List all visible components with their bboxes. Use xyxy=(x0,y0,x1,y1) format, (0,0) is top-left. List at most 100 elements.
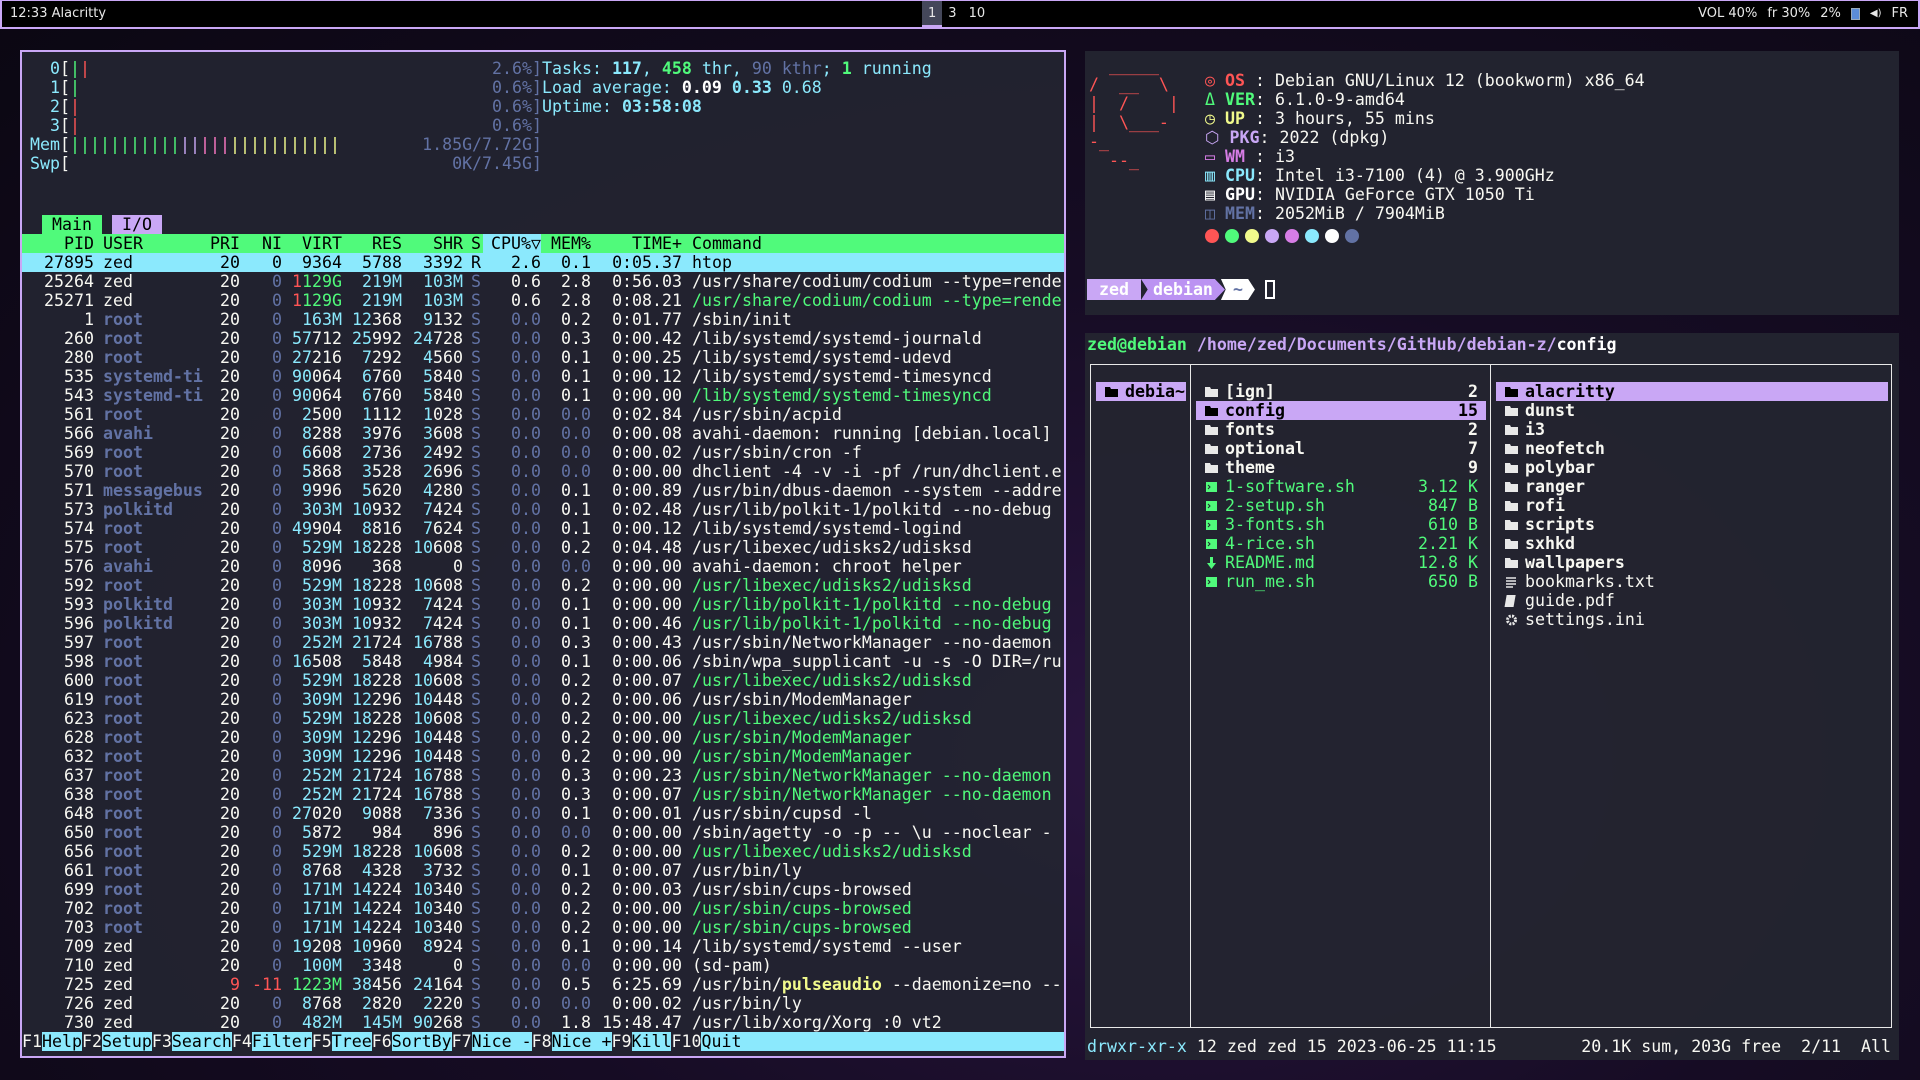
process-row[interactable]: 260 root 20 0 57712 25992 24728 S 0.0 0.3 0:00.42 /… xyxy=(22,329,1064,348)
file-item[interactable]: dunst xyxy=(1496,401,1888,420)
fkey-label-nice[interactable]: Nice + xyxy=(551,1032,612,1051)
process-row[interactable]: 571 messagebus 20 0 9996 5620 4280 S 0.0 0.1 0:00.… xyxy=(22,481,1064,500)
process-row[interactable]: 710 zed 20 0 100M 3348 0 S 0.0 0.0 0:00.00 (sd-pam) xyxy=(22,956,1064,975)
process-row[interactable]: 25264 zed 20 0 1129G 219M 103M S 0.6 2.8 0:56.03/u… xyxy=(22,272,1064,291)
process-row[interactable]: 597 root 20 0 252M 21724 16788 S 0.0 0.3 0:00.43/u… xyxy=(22,633,1064,652)
process-row[interactable]: 575 root 20 0 529M 18228 10608 S 0.0 0.2 0:04.48/u… xyxy=(22,538,1064,557)
fkey-label-kill[interactable]: Kill xyxy=(631,1032,672,1051)
neofetch-terminal[interactable]: _____ / __ \ | / | | \___- -_ --_ ◎ OS : Deb… xyxy=(1085,51,1899,315)
process-row[interactable]: 592 root 20 0 529M 18228 10608 S 0.0 0.2 0:00.00/u… xyxy=(22,576,1064,595)
fkey-label-search[interactable]: Search xyxy=(171,1032,232,1051)
process-row[interactable]: 561 root 20 0 2500 1112 1028 S 0.0 0.0 0:02.84/usr… xyxy=(22,405,1064,424)
file-item[interactable]: scripts xyxy=(1496,515,1888,534)
fkey-label-tree[interactable]: Tree xyxy=(331,1032,372,1051)
process-row[interactable]: 598 root 20 0 16508 5848 4984 S 0.0 0.1 0:00.06/sb… xyxy=(22,652,1064,671)
tab-main[interactable]: Main xyxy=(42,215,102,234)
file-item[interactable]: run_me.sh 650 B xyxy=(1196,572,1486,591)
fkey-f8[interactable]: F8 xyxy=(531,1032,552,1051)
process-row[interactable]: 656 root 20 0 529M 18228 10608 S 0.0 0.2 0:00.00/u… xyxy=(22,842,1064,861)
process-row[interactable]: 596 polkitd 20 0 303M 10932 7424 S 0.0 0.1 0:00.46… xyxy=(22,614,1064,633)
shell-prompt[interactable]: zed debian ~ xyxy=(1087,279,1275,300)
fkey-label-sortby[interactable]: SortBy xyxy=(391,1032,452,1051)
process-row[interactable]: 576 avahi 20 0 8096 368 0 S 0.0 0.0 0:00.00 avahi-d… xyxy=(22,557,1064,576)
fkey-f3[interactable]: F3 xyxy=(151,1032,172,1051)
file-item[interactable]: optional 7 xyxy=(1196,439,1486,458)
file-item[interactable]: polybar xyxy=(1496,458,1888,477)
file-item[interactable]: i3 xyxy=(1496,420,1888,439)
column-header-pid[interactable]: PID xyxy=(64,234,94,253)
column-header-shr[interactable]: SHR xyxy=(433,234,463,253)
file-item[interactable]: [ign] 2 xyxy=(1196,382,1486,401)
process-row[interactable]: 25271 zed 20 0 1129G 219M 103M S 0.6 2.8 0:08.21/u… xyxy=(22,291,1064,310)
ranger-file-manager[interactable]: zed@debian /home/zed/Documents/GitHub/de… xyxy=(1085,333,1899,1060)
file-item[interactable]: 1-software.sh 3.12 K xyxy=(1196,477,1486,496)
process-row[interactable]: 570 root 20 0 5868 3528 2696 S 0.0 0.0 0:00.00 dhcl… xyxy=(22,462,1064,481)
process-table-header[interactable]: PID USER PRI NI VIRT RES SHR S CPU%▽ MEM% TIME+ Com… xyxy=(22,234,1064,253)
process-row[interactable]: 27895 zed 20 0 9364 5788 3392 R 2.6 0.1 0:05.37 hto… xyxy=(22,253,1064,272)
process-row[interactable]: 703 root 20 0 171M 14224 10340 S 0.0 0.2 0:00.00/u… xyxy=(22,918,1064,937)
process-row[interactable]: 730 zed 20 0 482M 145M 90268 S 0.0 1.8 15:48.47/us… xyxy=(22,1013,1064,1032)
workspace-3[interactable]: 3 xyxy=(948,6,957,21)
file-item[interactable]: debia~ xyxy=(1096,382,1186,401)
file-item[interactable]: fonts 2 xyxy=(1196,420,1486,439)
column-header-user[interactable]: USER xyxy=(103,234,143,253)
file-item[interactable]: guide.pdf xyxy=(1496,591,1888,610)
fkey-f4[interactable]: F4 xyxy=(231,1032,252,1051)
file-item[interactable]: 2-setup.sh 847 B xyxy=(1196,496,1486,515)
file-item[interactable]: rofi xyxy=(1496,496,1888,515)
process-row[interactable]: 725 zed 9 -11 1223M 38456 24164 S 0.0 0.5 6:25.69 /… xyxy=(22,975,1064,994)
column-header-res[interactable]: RES xyxy=(372,234,402,253)
process-row[interactable]: 1 root 20 0 163M 12368 9132 S 0.0 0.2 0:01.77/sbin… xyxy=(22,310,1064,329)
process-row[interactable]: 569 root 20 0 6608 2736 2492 S 0.0 0.0 0:00.02/usr… xyxy=(22,443,1064,462)
column-header-virt[interactable]: VIRT xyxy=(302,234,342,253)
fkey-f6[interactable]: F6 xyxy=(371,1032,392,1051)
fkey-label-filter[interactable]: Filter xyxy=(251,1032,312,1051)
workspace-1[interactable]: 1 xyxy=(922,1,943,28)
process-row[interactable]: 280 root 20 0 27216 7292 4560 S 0.0 0.1 0:00.25/li… xyxy=(22,348,1064,367)
column-header-command[interactable]: Command xyxy=(692,234,762,253)
file-item[interactable]: theme 9 xyxy=(1196,458,1486,477)
file-item[interactable]: 3-fonts.sh 610 B xyxy=(1196,515,1486,534)
column-header-time[interactable]: TIME+ xyxy=(632,234,682,253)
fkey-label-nice[interactable]: Nice - xyxy=(471,1032,532,1051)
column-header-mem[interactable]: MEM% xyxy=(551,234,591,253)
process-row[interactable]: 650 root 20 0 5872 984 896 S 0.0 0.0 0:00.00/sbin/… xyxy=(22,823,1064,842)
fkey-f2[interactable]: F2 xyxy=(81,1032,102,1051)
fkey-f10[interactable]: F10 xyxy=(671,1032,702,1051)
process-row[interactable]: 543 systemd-ti 20 0 90064 6760 5840 S 0.0 0.1 0:00… xyxy=(22,386,1064,405)
file-item[interactable]: ranger xyxy=(1496,477,1888,496)
htop-window[interactable]: 0[|| 2.6%] 1[| 0.6%] 2[| 0.6%] 3[| 0.6%] Mem[|||… xyxy=(20,50,1066,1058)
file-item[interactable]: config 15 xyxy=(1196,401,1486,420)
file-item[interactable]: sxhkd xyxy=(1496,534,1888,553)
process-row[interactable]: 593 polkitd 20 0 303M 10932 7424 S 0.0 0.1 0:00.00… xyxy=(22,595,1064,614)
file-item[interactable]: 4-rice.sh 2.21 K xyxy=(1196,534,1486,553)
process-row[interactable]: 637 root 20 0 252M 21724 16788 S 0.0 0.3 0:00.23/u… xyxy=(22,766,1064,785)
fkey-label-setup[interactable]: Setup xyxy=(101,1032,152,1051)
fkey-f7[interactable]: F7 xyxy=(451,1032,472,1051)
file-item[interactable]: neofetch xyxy=(1496,439,1888,458)
fkey-f9[interactable]: F9 xyxy=(611,1032,632,1051)
process-row[interactable]: 628 root 20 0 309M 12296 10448 S 0.0 0.2 0:00.00/u… xyxy=(22,728,1064,747)
process-row[interactable]: 623 root 20 0 529M 18228 10608 S 0.0 0.2 0:00.00/u… xyxy=(22,709,1064,728)
column-header-cpu[interactable]: CPU%▽ xyxy=(483,234,541,253)
process-row[interactable]: 709 zed 20 0 19208 10960 8924 S 0.0 0.1 0:00.14/li… xyxy=(22,937,1064,956)
fkey-f5[interactable]: F5 xyxy=(311,1032,332,1051)
process-row[interactable]: 566 avahi 20 0 8288 3976 3608 S 0.0 0.0 0:00.08 ava… xyxy=(22,424,1064,443)
process-row[interactable]: 619 root 20 0 309M 12296 10448 S 0.0 0.2 0:00.06/u… xyxy=(22,690,1064,709)
process-row[interactable]: 638 root 20 0 252M 21724 16788 S 0.0 0.3 0:00.07/u… xyxy=(22,785,1064,804)
fkey-label-help[interactable]: Help xyxy=(41,1032,82,1051)
process-row[interactable]: 648 root 20 0 27020 9088 7336 S 0.0 0.1 0:00.01/us… xyxy=(22,804,1064,823)
file-item[interactable]: README.md 12.8 K xyxy=(1196,553,1486,572)
process-row[interactable]: 726 zed 20 0 8768 2820 2220 S 0.0 0.0 0:00.02/usr/… xyxy=(22,994,1064,1013)
column-header-s[interactable]: S xyxy=(471,234,481,253)
process-row[interactable]: 574 root 20 0 49904 8816 7624 S 0.0 0.1 0:00.12/li… xyxy=(22,519,1064,538)
process-row[interactable]: 702 root 20 0 171M 14224 10340 S 0.0 0.2 0:00.00/u… xyxy=(22,899,1064,918)
process-row[interactable]: 661 root 20 0 8768 4328 3732 S 0.0 0.1 0:00.07/usr… xyxy=(22,861,1064,880)
process-row[interactable]: 632 root 20 0 309M 12296 10448 S 0.0 0.2 0:00.00/u… xyxy=(22,747,1064,766)
process-row[interactable]: 573 polkitd 20 0 303M 10932 7424 S 0.0 0.1 0:02.48… xyxy=(22,500,1064,519)
fkey-f1[interactable]: F1 xyxy=(22,1032,42,1051)
tab-io[interactable]: I/O xyxy=(112,215,162,234)
file-item[interactable]: alacritty xyxy=(1496,382,1888,401)
process-row[interactable]: 600 root 20 0 529M 18228 10608 S 0.0 0.2 0:00.07/u… xyxy=(22,671,1064,690)
workspace-10[interactable]: 10 xyxy=(968,6,986,21)
